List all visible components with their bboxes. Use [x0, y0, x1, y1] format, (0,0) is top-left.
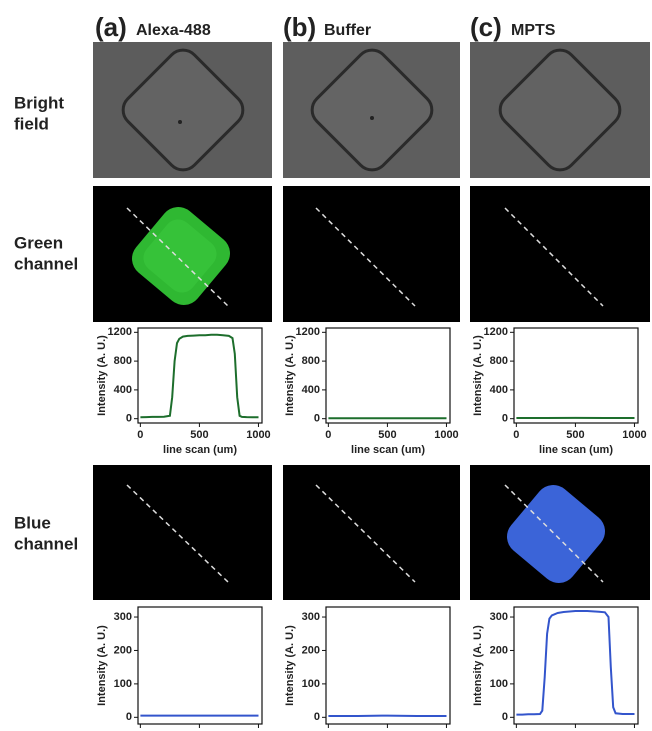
y-tick-label: 400 — [302, 384, 320, 396]
x-tick-label: 1000 — [246, 429, 270, 441]
x-tick-label: 0 — [137, 429, 143, 441]
panel-letter: (b) — [283, 12, 316, 42]
row-label: Blue — [14, 513, 51, 532]
x-tick-label: 0 — [325, 429, 331, 441]
y-axis-label: Intensity (A. U.) — [96, 335, 108, 416]
x-axis-label: line scan (um) — [163, 444, 237, 456]
panel-letter: (c) — [470, 12, 502, 42]
row-label: Green — [14, 233, 63, 252]
y-tick-label: 1200 — [108, 326, 132, 338]
x-axis-label: line scan (um) — [539, 444, 613, 456]
plot-frame — [138, 328, 262, 423]
y-tick-label: 0 — [314, 413, 320, 425]
x-tick-label: 500 — [378, 429, 396, 441]
plot-frame — [138, 607, 262, 724]
y-tick-label: 300 — [490, 611, 508, 623]
panel-title: Alexa-488 — [136, 22, 211, 39]
y-tick-label: 200 — [114, 644, 132, 656]
plot-frame — [326, 607, 450, 724]
x-tick-label: 500 — [190, 429, 208, 441]
y-tick-label: 800 — [114, 355, 132, 367]
y-tick-label: 300 — [114, 611, 132, 623]
bright-field-images — [93, 42, 650, 178]
y-tick-label: 1200 — [296, 326, 320, 338]
y-tick-label: 100 — [114, 678, 132, 690]
row-label: channel — [14, 254, 78, 273]
y-tick-label: 200 — [302, 644, 320, 656]
panel-title: MPTS — [511, 22, 556, 39]
y-axis-label: Intensity (A. U.) — [284, 335, 296, 416]
row-label: field — [14, 114, 49, 133]
y-tick-label: 0 — [126, 711, 132, 723]
y-tick-label: 0 — [126, 413, 132, 425]
y-tick-label: 0 — [314, 711, 320, 723]
y-axis-label: Intensity (A. U.) — [472, 625, 484, 706]
y-axis-label: Intensity (A. U.) — [284, 625, 296, 706]
y-tick-label: 400 — [114, 384, 132, 396]
x-axis-label: line scan (um) — [351, 444, 425, 456]
figure: (a) Alexa-488 (b) Buffer (c) MPTS Bright… — [0, 0, 652, 731]
x-tick-label: 1000 — [622, 429, 646, 441]
x-tick-label: 0 — [513, 429, 519, 441]
y-axis-label: Intensity (A. U.) — [96, 625, 108, 706]
y-tick-label: 200 — [490, 644, 508, 656]
green-channel-images — [93, 186, 650, 322]
plot-frame — [514, 328, 638, 423]
panel-letter: (a) — [95, 12, 127, 42]
y-axis-label: Intensity (A. U.) — [472, 335, 484, 416]
y-tick-label: 100 — [302, 678, 320, 690]
y-tick-label: 1200 — [484, 326, 508, 338]
x-tick-label: 1000 — [434, 429, 458, 441]
y-tick-label: 300 — [302, 611, 320, 623]
plot-frame — [326, 328, 450, 423]
row-label: Bright — [14, 93, 64, 112]
y-tick-label: 800 — [490, 355, 508, 367]
y-tick-label: 0 — [502, 413, 508, 425]
panel-title: Buffer — [324, 22, 371, 39]
plot-frame — [514, 607, 638, 724]
blue-channel-images — [93, 465, 650, 600]
y-tick-label: 400 — [490, 384, 508, 396]
x-tick-label: 500 — [566, 429, 584, 441]
y-tick-label: 800 — [302, 355, 320, 367]
y-tick-label: 0 — [502, 711, 508, 723]
row-label: channel — [14, 534, 78, 553]
y-tick-label: 100 — [490, 678, 508, 690]
